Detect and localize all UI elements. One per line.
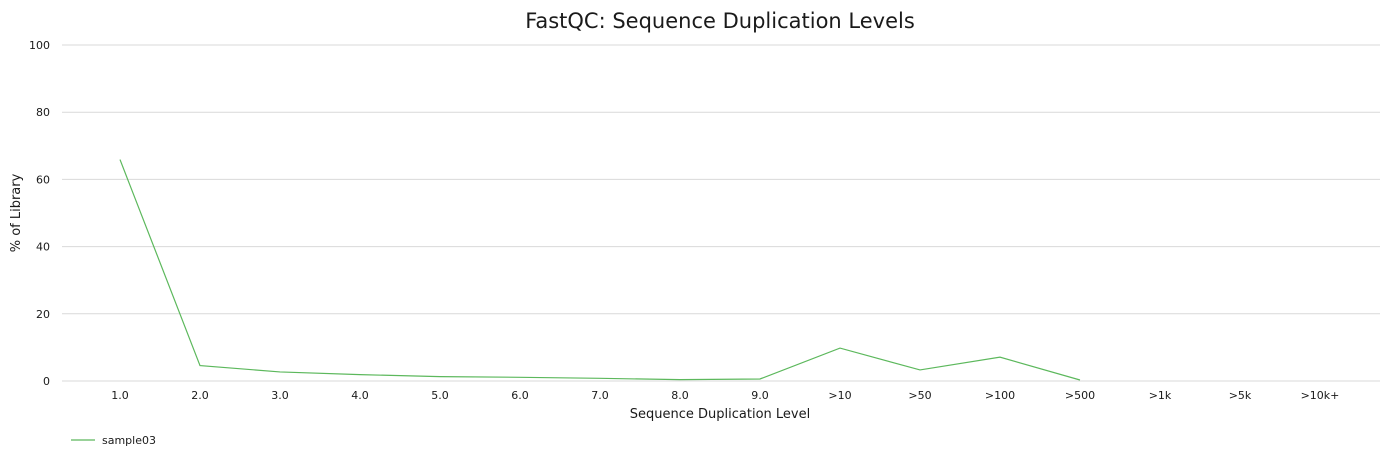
y-axis-ticks: 0 20 40 60 80 100	[29, 39, 50, 388]
data-point[interactable]	[838, 346, 842, 350]
x-tick-label: 5.0	[431, 389, 449, 402]
x-tick-label: >10k+	[1301, 389, 1340, 402]
data-point[interactable]	[1078, 378, 1082, 382]
y-tick-label: 20	[36, 308, 50, 321]
x-tick-label: 8.0	[671, 389, 689, 402]
x-tick-label: 6.0	[511, 389, 529, 402]
series-layer	[118, 158, 1082, 382]
series-line-sample03[interactable]	[119, 159, 1081, 381]
data-point[interactable]	[438, 375, 442, 379]
x-tick-label: >100	[985, 389, 1015, 402]
x-axis-ticks: 1.0 2.0 3.0 4.0 5.0 6.0 7.0 8.0 9.0 >10 >50 >100 >50…	[111, 389, 1339, 402]
x-tick-label: >500	[1065, 389, 1095, 402]
data-point[interactable]	[198, 364, 202, 368]
legend-label[interactable]: sample03	[102, 434, 156, 447]
data-point[interactable]	[518, 375, 522, 379]
y-tick-label: 80	[36, 106, 50, 119]
x-tick-label: 7.0	[591, 389, 609, 402]
legend[interactable]: sample03	[71, 434, 156, 447]
x-tick-label: >1k	[1149, 389, 1172, 402]
data-point[interactable]	[678, 378, 682, 382]
x-axis-label: Sequence Duplication Level	[630, 407, 810, 422]
y-tick-label: 0	[43, 375, 50, 388]
x-tick-label: 9.0	[751, 389, 769, 402]
data-point[interactable]	[758, 377, 762, 381]
y-tick-label: 60	[36, 173, 50, 186]
chart-title: FastQC: Sequence Duplication Levels	[525, 9, 915, 33]
data-point[interactable]	[278, 370, 282, 374]
y-tick-label: 40	[36, 241, 50, 254]
data-point[interactable]	[358, 373, 362, 377]
x-tick-label: >10	[828, 389, 851, 402]
data-point[interactable]	[998, 355, 1002, 359]
x-tick-label: >50	[908, 389, 931, 402]
x-tick-label: >5k	[1229, 389, 1252, 402]
data-point[interactable]	[918, 368, 922, 372]
y-tick-label: 100	[29, 39, 50, 52]
x-tick-label: 4.0	[351, 389, 369, 402]
x-tick-label: 2.0	[191, 389, 209, 402]
grid-lines	[62, 44, 1380, 382]
data-point[interactable]	[118, 158, 122, 162]
x-tick-label: 1.0	[111, 389, 129, 402]
y-axis-label: % of Library	[9, 173, 24, 252]
data-point[interactable]	[598, 376, 602, 380]
x-tick-label: 3.0	[271, 389, 289, 402]
